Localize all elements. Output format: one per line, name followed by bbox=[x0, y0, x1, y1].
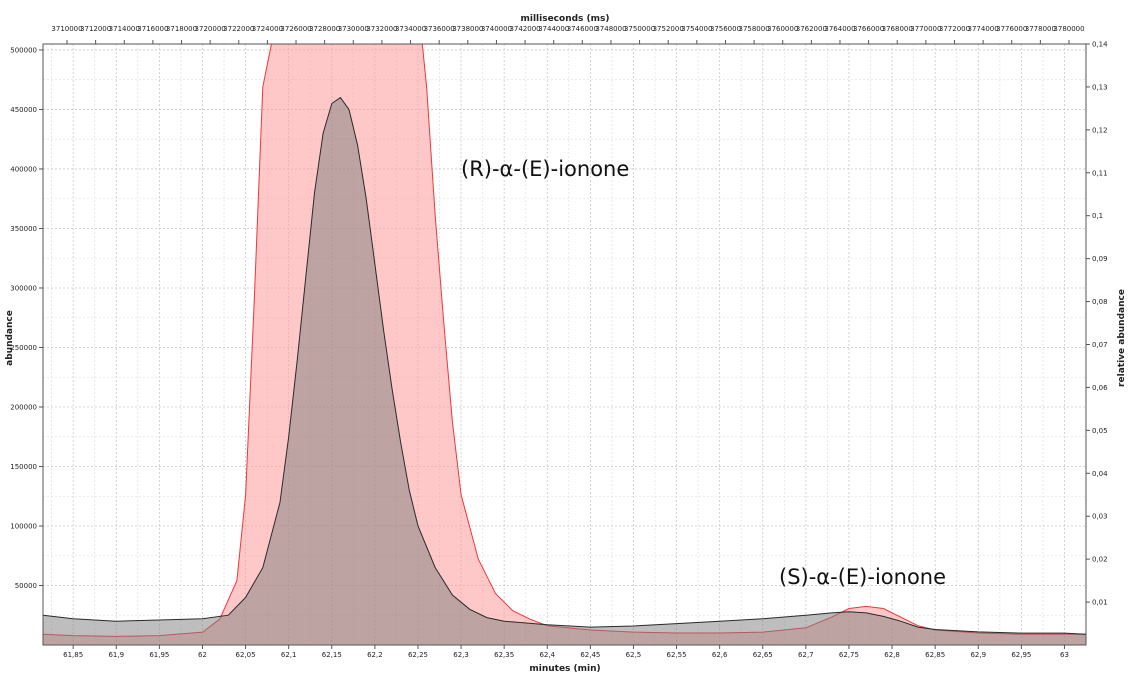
y2-tick-label: 0,05 bbox=[1092, 427, 1108, 435]
x2-tick-label: 3754000 bbox=[681, 25, 712, 33]
x-tick-label: 62,2 bbox=[367, 651, 383, 659]
x-tick-label: 62,55 bbox=[667, 651, 687, 659]
series-group bbox=[43, 44, 1086, 645]
annotation-s-ionone: (S)-α-(E)-ionone bbox=[779, 565, 946, 589]
y2-tick-label: 0,03 bbox=[1092, 513, 1108, 521]
x2-tick-label: 3762000 bbox=[796, 25, 827, 33]
x-tick-label: 62,1 bbox=[281, 651, 297, 659]
x-tick-label: 63 bbox=[1060, 651, 1069, 659]
x2-tick-label: 3768000 bbox=[882, 25, 913, 33]
y-tick-label: 50000 bbox=[15, 582, 37, 590]
x-tick-label: 62,85 bbox=[925, 651, 945, 659]
x2-tick-label: 3748000 bbox=[595, 25, 626, 33]
y-tick-label: 400000 bbox=[10, 165, 37, 173]
x-tick-label: 62,15 bbox=[322, 651, 342, 659]
x-tick-label: 62,8 bbox=[884, 651, 900, 659]
x-tick-label: 62,4 bbox=[539, 651, 555, 659]
x2-tick-label: 3720000 bbox=[195, 25, 226, 33]
x-tick-label: 62,75 bbox=[839, 651, 859, 659]
x-tick-label: 62 bbox=[198, 651, 207, 659]
x2-tick-label: 3746000 bbox=[567, 25, 598, 33]
x-tick-label: 62,25 bbox=[408, 651, 428, 659]
x-tick-label: 62,6 bbox=[712, 651, 728, 659]
x2-tick-label: 3716000 bbox=[137, 25, 168, 33]
x2-tick-label: 3758000 bbox=[738, 25, 769, 33]
x-tick-label: 61,95 bbox=[149, 651, 169, 659]
y-tick-label: 250000 bbox=[10, 344, 37, 352]
x2-tick-label: 3744000 bbox=[538, 25, 569, 33]
x2-tick-label: 3742000 bbox=[509, 25, 540, 33]
x2-tick-label: 3730000 bbox=[338, 25, 369, 33]
x2-tick-label: 3752000 bbox=[653, 25, 684, 33]
top-axis-title: milliseconds (ms) bbox=[521, 14, 610, 24]
y2-tick-label: 0,01 bbox=[1092, 599, 1108, 607]
x-tick-label: 62,5 bbox=[626, 651, 642, 659]
x2-tick-label: 3772000 bbox=[939, 25, 970, 33]
x2-tick-label: 3774000 bbox=[968, 25, 999, 33]
y2-tick-label: 0,04 bbox=[1092, 470, 1108, 478]
y-tick-label: 500000 bbox=[10, 46, 37, 54]
y2-tick-label: 0,11 bbox=[1092, 169, 1108, 177]
x2-tick-label: 3736000 bbox=[424, 25, 455, 33]
y-tick-label: 350000 bbox=[10, 225, 37, 233]
x2-tick-label: 3722000 bbox=[223, 25, 254, 33]
left-axis-title: abundance bbox=[5, 310, 15, 366]
y-tick-label: 300000 bbox=[10, 284, 37, 292]
annotation-r-ionone: (R)-α-(E)-ionone bbox=[461, 157, 629, 181]
x2-tick-label: 3724000 bbox=[252, 25, 283, 33]
y2-tick-label: 0,13 bbox=[1092, 83, 1108, 91]
x-tick-label: 62,7 bbox=[798, 651, 814, 659]
x2-tick-label: 3728000 bbox=[309, 25, 340, 33]
series-1-area bbox=[43, 97, 1086, 645]
bottom-axis-title: minutes (min) bbox=[529, 664, 600, 674]
x2-tick-label: 3740000 bbox=[481, 25, 512, 33]
tick-labels: 61,85 61,9 61,95 62 62,05 62,1 62,15 62,2 62,25 6… bbox=[10, 25, 1108, 659]
x2-tick-label: 3732000 bbox=[366, 25, 397, 33]
y-tick-label: 150000 bbox=[10, 463, 37, 471]
x-tick-label: 62,65 bbox=[753, 651, 773, 659]
x2-tick-label: 3712000 bbox=[80, 25, 111, 33]
x2-tick-label: 3738000 bbox=[452, 25, 483, 33]
y2-tick-label: 0,08 bbox=[1092, 298, 1108, 306]
x-tick-label: 62,35 bbox=[494, 651, 514, 659]
x2-tick-label: 3750000 bbox=[624, 25, 655, 33]
series-1-line bbox=[43, 96, 1086, 635]
y-tick-label: 450000 bbox=[10, 106, 37, 114]
x-tick-label: 61,85 bbox=[63, 651, 83, 659]
x2-tick-label: 3726000 bbox=[280, 25, 311, 33]
x2-tick-label: 3780000 bbox=[1053, 25, 1084, 33]
y-tick-label: 100000 bbox=[10, 522, 37, 530]
x-tick-label: 62,05 bbox=[236, 651, 256, 659]
y2-tick-label: 0,1 bbox=[1092, 212, 1103, 220]
x-tick-label: 62,9 bbox=[970, 651, 986, 659]
y-tick-label: 200000 bbox=[10, 403, 37, 411]
y2-tick-label: 0,06 bbox=[1092, 384, 1108, 392]
x-tick-label: 61,9 bbox=[108, 651, 124, 659]
y2-tick-label: 0,02 bbox=[1092, 556, 1108, 564]
x-tick-label: 62,45 bbox=[580, 651, 600, 659]
x2-tick-label: 3734000 bbox=[395, 25, 426, 33]
y2-tick-label: 0,14 bbox=[1092, 41, 1108, 49]
x2-tick-label: 3764000 bbox=[824, 25, 855, 33]
x2-tick-label: 3714000 bbox=[109, 25, 140, 33]
y2-tick-label: 0,09 bbox=[1092, 255, 1108, 263]
x-tick-label: 62,3 bbox=[453, 651, 469, 659]
x2-tick-label: 3760000 bbox=[767, 25, 798, 33]
x2-tick-label: 3776000 bbox=[996, 25, 1027, 33]
x2-tick-label: 3778000 bbox=[1025, 25, 1056, 33]
y2-tick-label: 0,12 bbox=[1092, 126, 1108, 134]
series-0-line bbox=[43, 44, 1086, 637]
tick-marks bbox=[39, 40, 1090, 649]
x2-tick-label: 3718000 bbox=[166, 25, 197, 33]
x-tick-label: 62,95 bbox=[1011, 651, 1031, 659]
x2-tick-label: 3766000 bbox=[853, 25, 884, 33]
x2-tick-label: 3756000 bbox=[710, 25, 741, 33]
right-axis-title: relative abundance bbox=[1117, 289, 1127, 387]
x2-tick-label: 3710000 bbox=[51, 25, 82, 33]
x2-tick-label: 3770000 bbox=[910, 25, 941, 33]
y2-tick-label: 0,07 bbox=[1092, 341, 1108, 349]
